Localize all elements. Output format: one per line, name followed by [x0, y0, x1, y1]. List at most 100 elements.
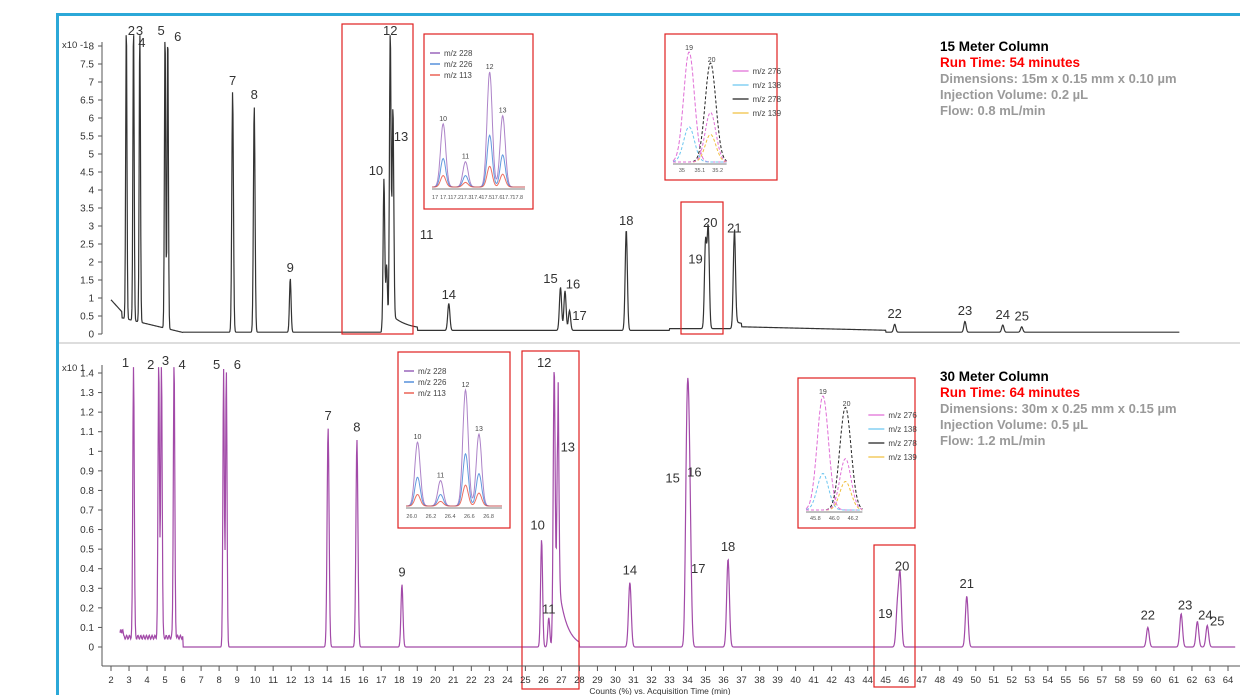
peak-label-19: 19	[688, 252, 702, 267]
inset-trace	[673, 133, 727, 163]
y-tick-label: 1.2	[80, 408, 94, 419]
peak-label-3: 3	[136, 23, 143, 38]
y-tick-label: 0.5	[80, 545, 94, 556]
x-tick-label: 45	[880, 675, 891, 686]
y-tick-label: 1.1	[80, 427, 94, 438]
inset-tick-label: 35.2	[712, 168, 723, 174]
x-tick-label: 49	[952, 675, 963, 686]
y-tick-label: 4	[88, 186, 94, 197]
legend-label: m/z 226	[418, 378, 447, 387]
y-tick-label: 7.5	[80, 60, 94, 71]
inset-trace	[673, 62, 727, 163]
x-tick-label: 60	[1151, 675, 1162, 686]
peak-label-9: 9	[398, 564, 405, 579]
legend-label: m/z 228	[444, 49, 473, 58]
x-tick-label: 30	[610, 675, 621, 686]
x-tick-label: 58	[1115, 675, 1126, 686]
legend-label: m/z 138	[888, 425, 917, 434]
y-tick-label: 2.5	[80, 240, 94, 251]
inset-trace	[406, 484, 502, 507]
column-title: 15 Meter Column	[940, 39, 1049, 54]
peak-label-24: 24	[1198, 608, 1212, 623]
peak-label-11: 11	[542, 602, 556, 617]
legend-label: m/z 278	[888, 439, 917, 448]
y-tick-label: 5.5	[80, 132, 94, 143]
y-tick-label: 1.5	[80, 276, 94, 287]
peak-label-8: 8	[251, 87, 258, 102]
y-tick-label: 7	[88, 78, 94, 89]
x-tick-label: 63	[1205, 675, 1216, 686]
inset-peak-label: 12	[462, 382, 470, 389]
peak-label-6: 6	[234, 357, 241, 372]
y-tick-label: 0.3	[80, 584, 94, 595]
x-tick-label: 18	[394, 675, 405, 686]
legend-label: m/z 139	[888, 453, 917, 462]
x-tick-label: 27	[556, 675, 567, 686]
peak-label-2: 2	[147, 357, 154, 372]
peak-label-15: 15	[543, 271, 557, 286]
y-tick-label: 6	[88, 114, 94, 125]
x-axis: 2 3 4 5 6 7 8 9 10 11 12 13 14 15 16 17 18 19 20 21 22 23 24 25…	[102, 665, 1240, 695]
inset-peak-label: 20	[708, 57, 716, 64]
y-tick-label: 1.3	[80, 388, 94, 399]
peak-label-11: 11	[420, 227, 434, 242]
peak-label-16: 16	[566, 276, 580, 291]
inset-trace	[672, 126, 727, 163]
y-tick-label: 0.7	[80, 506, 94, 517]
y-tick-label: 0	[88, 643, 94, 654]
peak-label-12: 12	[537, 355, 551, 370]
inset-zoom-19-20: 19 20 35 35.1 35.2 m/z 276 m/z 138 m/z 278 m/z 1…	[664, 33, 782, 181]
peak-label-3: 3	[162, 353, 169, 368]
y-tick-label: 1	[88, 447, 94, 458]
column-info-line: Flow: 1.2 mL/min	[940, 433, 1046, 448]
peak-label-14: 14	[442, 287, 456, 302]
inset-border	[664, 33, 778, 181]
inset-tick-label: 46.0	[829, 516, 840, 522]
x-tick-label: 44	[862, 675, 873, 686]
x-tick-label: 7	[198, 675, 203, 686]
x-tick-label: 23	[484, 675, 495, 686]
inset-tick-label: 17.7	[502, 195, 513, 201]
peak-label-18: 18	[619, 213, 633, 228]
y-tick-label: 6.5	[80, 96, 94, 107]
x-tick-label: 10	[250, 675, 261, 686]
peak-label-21: 21	[960, 576, 974, 591]
peak-label-5: 5	[213, 357, 220, 372]
x-tick-label: 48	[934, 675, 945, 686]
peak-label-8: 8	[353, 420, 360, 435]
x-axis-label: Counts (%) vs. Acquisition Time (min)	[589, 686, 730, 695]
x-tick-label: 9	[234, 675, 239, 686]
x-tick-label: 28	[574, 675, 585, 686]
inset-tick-label: 26.0	[406, 514, 417, 520]
x-tick-label: 19	[412, 675, 423, 686]
x-tick-label: 29	[592, 675, 603, 686]
x-tick-label: 22	[466, 675, 477, 686]
column-info-line: Flow: 0.8 mL/min	[940, 103, 1046, 118]
peak-label-25: 25	[1210, 613, 1224, 628]
trace-line	[119, 367, 1236, 648]
legend-label: m/z 228	[418, 367, 447, 376]
x-tick-label: 64	[1223, 675, 1234, 686]
x-tick-label: 24	[502, 675, 513, 686]
inset-peak-label: 11	[462, 154, 469, 161]
x-tick-label: 17	[376, 675, 387, 686]
inset-zoom-12-13: m/z 228 m/z 226 m/z 113 10 11 12 13 26.0 26.2 26.…	[397, 351, 511, 529]
x-tick-label: 42	[826, 675, 837, 686]
peak-label-25: 25	[1014, 309, 1028, 324]
y-scale-label: x10 -1	[62, 40, 88, 51]
x-tick-label: 62	[1187, 675, 1198, 686]
column-info-line: Injection Volume: 0.2 µL	[940, 87, 1088, 102]
inset-tick-label: 26.2	[426, 514, 437, 520]
x-tick-label: 20	[430, 675, 441, 686]
inset-peak-label: 12	[486, 64, 494, 71]
run-time: Run Time: 64 minutes	[940, 385, 1080, 400]
peak-label-9: 9	[287, 260, 294, 275]
y-tick-label: 0	[88, 330, 94, 341]
inset-trace	[805, 472, 863, 511]
inset-tick-label: 17.2	[450, 195, 461, 201]
inset-tick-label: 26.4	[445, 514, 456, 520]
x-tick-label: 38	[754, 675, 765, 686]
x-tick-label: 12	[286, 675, 297, 686]
x-tick-label: 11	[268, 675, 278, 686]
